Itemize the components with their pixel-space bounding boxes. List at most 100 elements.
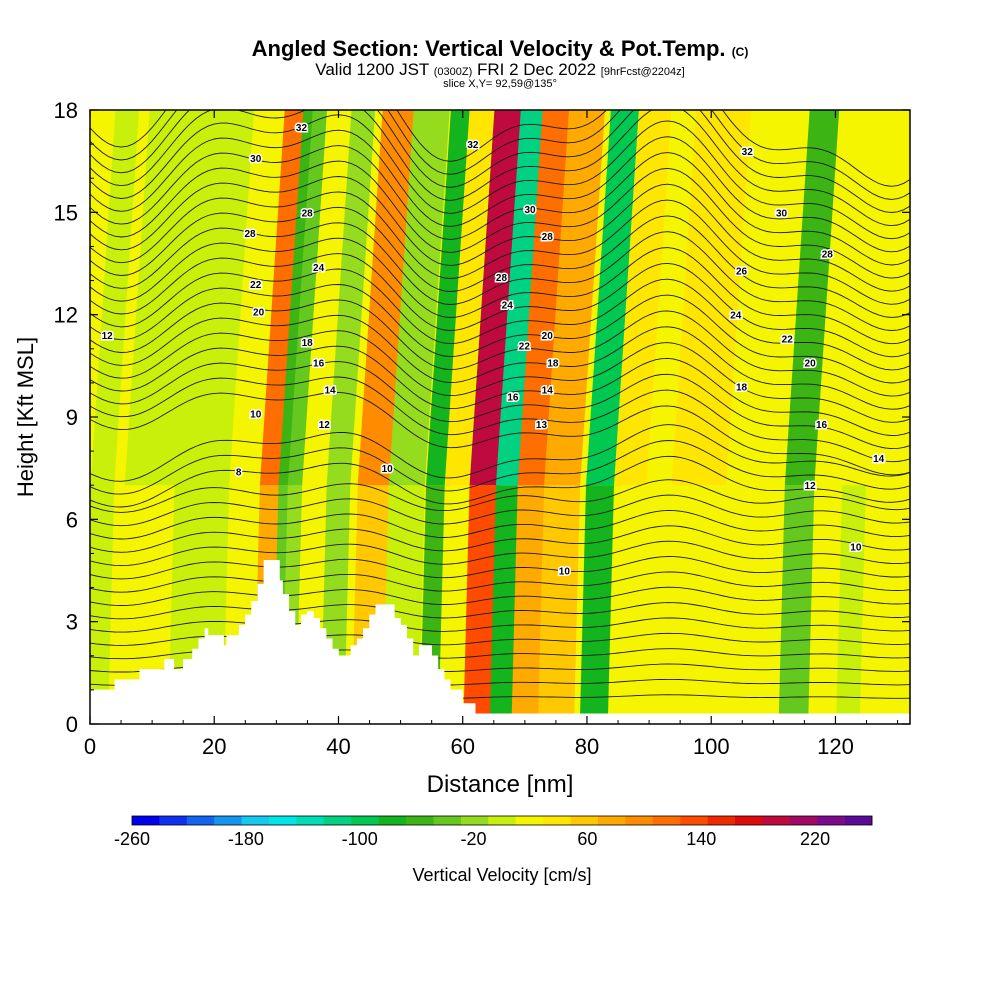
terrain xyxy=(90,560,910,724)
theta-contour-line xyxy=(90,145,910,266)
theta-contour-label: 22 xyxy=(782,335,794,346)
colorbar-swatch xyxy=(159,816,188,825)
theta-contour-label: 32 xyxy=(467,140,479,151)
theta-contour-label: 10 xyxy=(850,543,862,554)
theta-contour-label: 14 xyxy=(324,386,336,397)
x-tick-label: 20 xyxy=(202,734,226,759)
theta-contour-label: 18 xyxy=(547,358,559,369)
theta-contour-line xyxy=(90,602,910,620)
colorbar-swatch xyxy=(734,816,763,825)
theta-contour-label: 24 xyxy=(313,263,325,274)
velocity-cell xyxy=(696,110,751,486)
theta-contour-line xyxy=(90,586,910,606)
theta-contour-label: 28 xyxy=(302,208,314,219)
colorbar-swatch xyxy=(186,816,215,825)
y-tick-label: 0 xyxy=(66,712,78,737)
x-tick-label: 120 xyxy=(817,734,854,759)
velocity-cell xyxy=(426,110,475,486)
forecast-label: [9hrFcst@2204z] xyxy=(600,66,685,78)
colorbar-swatch xyxy=(762,816,791,825)
velocity-cell xyxy=(613,110,672,486)
valid-date: FRI 2 Dec 2022 xyxy=(477,60,597,79)
velocity-band xyxy=(511,110,570,724)
theta-contour-label: 32 xyxy=(296,123,308,134)
colorbar-tick-label: -180 xyxy=(228,829,264,849)
theta-contour-label: 24 xyxy=(730,311,742,322)
colorbar-swatch xyxy=(488,816,517,825)
velocity-cell xyxy=(842,110,891,486)
theta-contour-label: 14 xyxy=(873,454,885,465)
theta-contour-label: 20 xyxy=(805,358,817,369)
colorbar-tick-label: 140 xyxy=(686,829,716,849)
velocity-cell xyxy=(287,110,327,486)
colorbar-swatch xyxy=(132,816,160,825)
theta-contour-line xyxy=(90,237,910,345)
x-tick-label: 60 xyxy=(450,734,474,759)
theta-contour-label: 18 xyxy=(736,382,748,393)
velocity-cell xyxy=(537,485,581,724)
chart-title: Angled Section: Vertical Velocity & Pot.… xyxy=(0,36,1000,62)
theta-contour-line xyxy=(90,176,910,292)
y-tick-label: 6 xyxy=(66,507,78,532)
theta-contour-line xyxy=(90,376,910,463)
velocity-cell xyxy=(495,110,548,486)
theta-contour-line xyxy=(90,391,910,476)
colorbar-tick-label: -100 xyxy=(342,829,378,849)
y-tick-label: 12 xyxy=(54,303,78,328)
velocity-cell xyxy=(784,110,843,486)
valid-utc: (0300Z) xyxy=(433,66,473,78)
velocity-cell xyxy=(469,110,525,486)
velocity-band xyxy=(463,110,525,724)
theta-contour-line xyxy=(90,617,910,633)
axes: 0 20 40 60 80 100 120 0 3 6 9 12 15 18 Distance [nm] He… xyxy=(13,98,910,798)
velocity-cell xyxy=(174,110,254,486)
velocity-cell xyxy=(646,110,702,486)
chart-subtitle: Valid 1200 JST (0300Z) FRI 2 Dec 2022 [9… xyxy=(0,60,1000,80)
theta-contour-label: 12 xyxy=(805,481,817,492)
theta-contour-line xyxy=(90,455,910,508)
theta-contour-line xyxy=(90,525,910,553)
theta-contour-line xyxy=(90,222,910,331)
velocity-cell xyxy=(517,110,570,486)
y-tick-label: 3 xyxy=(66,610,78,635)
colorbar-swatch xyxy=(652,816,681,825)
theta-contour-label: 20 xyxy=(253,307,265,318)
theta-contour-label: 30 xyxy=(250,154,262,165)
velocity-cell xyxy=(511,485,545,724)
colorbar-swatch xyxy=(378,816,407,825)
velocity-cell xyxy=(118,485,180,724)
theta-contour-line xyxy=(90,571,910,593)
colorbar-tick-label: -20 xyxy=(461,829,487,849)
title-main: Angled Section: Vertical Velocity & Pot.… xyxy=(251,36,726,61)
colorbar-swatch xyxy=(351,816,379,825)
theta-contour-line xyxy=(90,129,910,253)
velocity-cell xyxy=(259,110,306,486)
title-suffix: (C) xyxy=(731,45,749,59)
velocity-band xyxy=(537,110,605,724)
colorbar-swatch xyxy=(789,816,818,825)
theta-contour-label: 32 xyxy=(742,147,754,158)
theta-contour-label: 22 xyxy=(519,341,531,352)
theta-contour-line xyxy=(90,114,910,240)
velocity-cell xyxy=(308,110,357,486)
theta-contour-line xyxy=(90,314,910,410)
theta-contour-label: 12 xyxy=(319,420,331,431)
theta-contour-label: 13 xyxy=(536,420,548,431)
theta-contour-label: 28 xyxy=(244,229,256,240)
velocity-band xyxy=(808,110,869,724)
theta-contour-label: 16 xyxy=(507,393,519,404)
theta-contour-label: 26 xyxy=(736,266,748,277)
theta-contour-line xyxy=(90,330,910,423)
velocity-cell xyxy=(607,485,647,724)
colorbar-swatch xyxy=(844,816,873,825)
velocity-band xyxy=(90,110,140,724)
valid-prefix: Valid 1200 JST xyxy=(315,60,429,79)
theta-contour-line xyxy=(90,253,910,358)
colorbar-swatch xyxy=(406,816,434,825)
theta-contour-label: 30 xyxy=(525,205,537,216)
theta-contour-line xyxy=(90,160,910,279)
x-tick-label: 80 xyxy=(575,734,599,759)
colorbar-swatch xyxy=(625,816,654,825)
theta-contour-label: 16 xyxy=(313,358,325,369)
theta-contour-line xyxy=(90,284,910,384)
